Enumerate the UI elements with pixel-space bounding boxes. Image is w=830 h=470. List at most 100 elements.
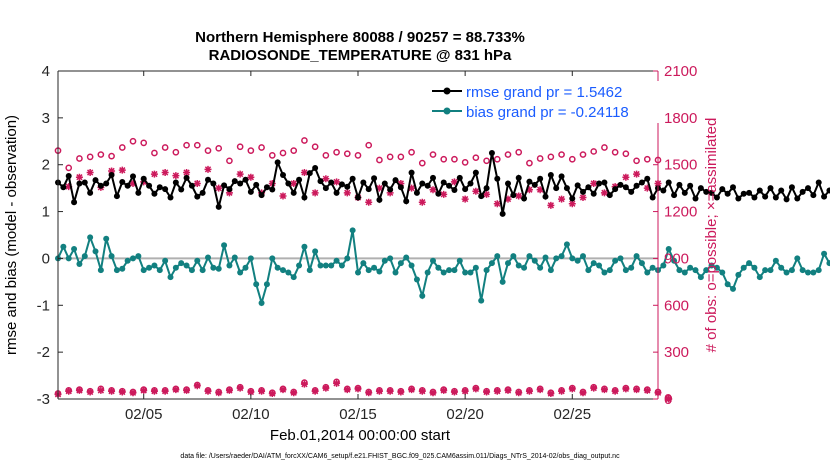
rmse-point (296, 176, 303, 183)
bias-point (221, 242, 228, 249)
rmse-point (124, 182, 131, 189)
rmse-point (772, 194, 779, 201)
rmse-point (392, 177, 399, 184)
bias-point (542, 254, 549, 261)
rmse-point (355, 194, 361, 201)
bias-point (119, 265, 126, 272)
obs-possible-point (558, 151, 565, 158)
footer-data-file: data file: /Users/raeder/DAI/ATM_forcXX/… (180, 453, 620, 460)
y-axis-label-left: rmse and bias (model - observation) (3, 115, 20, 355)
rmse-point (183, 174, 190, 181)
obs-assimilated-point (268, 390, 276, 398)
rmse-point (526, 178, 533, 185)
obs-assimilated-point (429, 389, 437, 397)
bias-point (296, 262, 303, 269)
obs-possible-point (333, 148, 340, 156)
rmse-point (365, 186, 372, 193)
bias-point (419, 292, 426, 299)
bias-point (424, 269, 431, 276)
bias-point (237, 269, 244, 276)
bias-point (606, 267, 613, 274)
obs-possible-point (118, 144, 126, 151)
rmse-point (397, 184, 404, 191)
rmse-point (665, 179, 672, 186)
bias-point (805, 269, 811, 276)
obs-assimilated-point (172, 386, 180, 394)
rmse-point (242, 176, 249, 183)
obs-assimilated-point (236, 384, 244, 392)
rmse-point (478, 193, 485, 200)
obs-assimilated-point (504, 386, 512, 394)
bias-point (258, 299, 265, 306)
bias-point (60, 243, 67, 250)
rmse-point (317, 178, 324, 185)
obs-assimilated-point (568, 385, 576, 393)
rmse-point (247, 188, 254, 195)
rmse-point (349, 175, 356, 182)
y-tick-label-left: -3 (37, 391, 50, 408)
bias-point (435, 264, 442, 271)
bias-point (322, 262, 329, 269)
bias-point (333, 257, 340, 264)
obs-assimilated-point (247, 173, 255, 181)
rmse-point (231, 178, 238, 185)
bias-point (146, 264, 153, 271)
bias-point (349, 227, 356, 234)
rmse-point (344, 183, 351, 190)
rmse-point (113, 193, 120, 200)
obs-assimilated-point (311, 387, 319, 395)
bias-point (751, 264, 758, 271)
rmse-point (767, 185, 774, 192)
obs-possible-point (461, 159, 469, 166)
obs-assimilated-point (483, 388, 491, 396)
obs-assimilated-point (386, 387, 394, 395)
obs-assimilated-point (343, 386, 351, 394)
obs-possible-point (204, 147, 212, 155)
obs-assimilated-point (129, 389, 137, 397)
obs-assimilated-point (75, 173, 83, 181)
rmse-point (408, 169, 415, 176)
obs-possible-point (408, 148, 415, 156)
obs-possible-point (386, 153, 394, 161)
bias-point (665, 246, 672, 253)
bias-point (285, 269, 292, 276)
rmse-point (333, 189, 340, 196)
bias-point (719, 269, 726, 276)
rmse-point (510, 192, 517, 199)
rmse-point (751, 194, 758, 201)
rmse-point (783, 196, 790, 203)
bias-point (328, 262, 335, 269)
obs-assimilated-point (279, 192, 287, 200)
bias-point (344, 255, 351, 262)
bias-point (622, 267, 629, 274)
obs-possible-point (290, 147, 298, 155)
bias-point (231, 254, 238, 261)
obs-possible-point (97, 151, 105, 158)
rmse-point (537, 175, 544, 182)
obs-assimilated-point (590, 179, 598, 187)
obs-assimilated-point (397, 179, 405, 187)
rmse-point (708, 189, 715, 196)
x-tick-label: 02/15 (339, 406, 377, 423)
obs-possible-point (247, 147, 255, 155)
bias-point (306, 267, 313, 274)
obs-assimilated-point (568, 200, 576, 208)
rmse-point (269, 186, 276, 193)
rmse-point (692, 195, 699, 202)
obs-assimilated-point (504, 195, 512, 203)
axes (57, 70, 659, 400)
bias-point (558, 253, 565, 260)
obs-possible-point (504, 151, 512, 158)
obs-possible-point (440, 155, 448, 163)
y-tick-label-right: 1200 (664, 204, 697, 221)
obs-assimilated-point (108, 167, 116, 175)
obs-assimilated-point (365, 198, 373, 206)
obs-assimilated-point (97, 386, 105, 394)
obs-possible-point (268, 151, 276, 159)
obs-assimilated-point (440, 386, 448, 394)
obs-possible-point (483, 157, 490, 165)
rmse-point (799, 188, 806, 195)
legend-bias-label: bias grand pr = -0.24118 (466, 104, 629, 121)
bias-point (124, 257, 131, 264)
bias-point (205, 254, 211, 261)
